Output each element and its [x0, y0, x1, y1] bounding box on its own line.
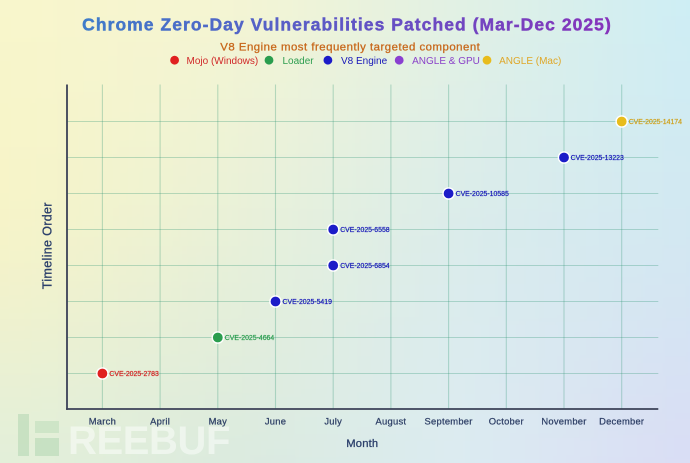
svg-text:CVE-2025-6558: CVE-2025-6558: [340, 227, 390, 234]
svg-text:V8 Engine most frequently targ: V8 Engine most frequently targeted compo…: [220, 41, 480, 53]
svg-text:CVE-2025-14174: CVE-2025-14174: [629, 119, 682, 126]
svg-text:July: July: [324, 415, 342, 426]
svg-text:V8 Engine: V8 Engine: [341, 56, 388, 67]
svg-text:November: November: [541, 415, 586, 426]
svg-text:March: March: [89, 415, 116, 426]
svg-text:ANGLE (Mac): ANGLE (Mac): [499, 56, 561, 67]
svg-text:September: September: [425, 415, 473, 426]
svg-text:Timeline Order: Timeline Order: [41, 202, 55, 289]
svg-text:CVE-2025-10585: CVE-2025-10585: [456, 191, 509, 198]
svg-text:Loader: Loader: [283, 56, 315, 67]
svg-text:CVE-2025-2783: CVE-2025-2783: [109, 371, 159, 378]
svg-text:CVE-2025-5419: CVE-2025-5419: [283, 299, 333, 306]
svg-text:CVE-2025-6854: CVE-2025-6854: [340, 263, 390, 270]
svg-text:June: June: [265, 415, 286, 426]
svg-text:August: August: [376, 415, 407, 426]
svg-text:Mojo (Windows): Mojo (Windows): [187, 56, 259, 67]
svg-text:Month: Month: [346, 438, 378, 450]
svg-text:October: October: [489, 415, 524, 426]
svg-text:ANGLE & GPU: ANGLE & GPU: [412, 56, 480, 67]
svg-text:May: May: [209, 415, 228, 426]
svg-text:CVE-2025-13223: CVE-2025-13223: [571, 155, 624, 162]
svg-text:December: December: [599, 415, 644, 426]
svg-text:CVE-2025-4664: CVE-2025-4664: [225, 335, 275, 342]
svg-text:April: April: [150, 415, 170, 426]
svg-text:Chrome Zero-Day Vulnerabilitie: Chrome Zero-Day Vulnerabilities Patched …: [82, 14, 612, 34]
